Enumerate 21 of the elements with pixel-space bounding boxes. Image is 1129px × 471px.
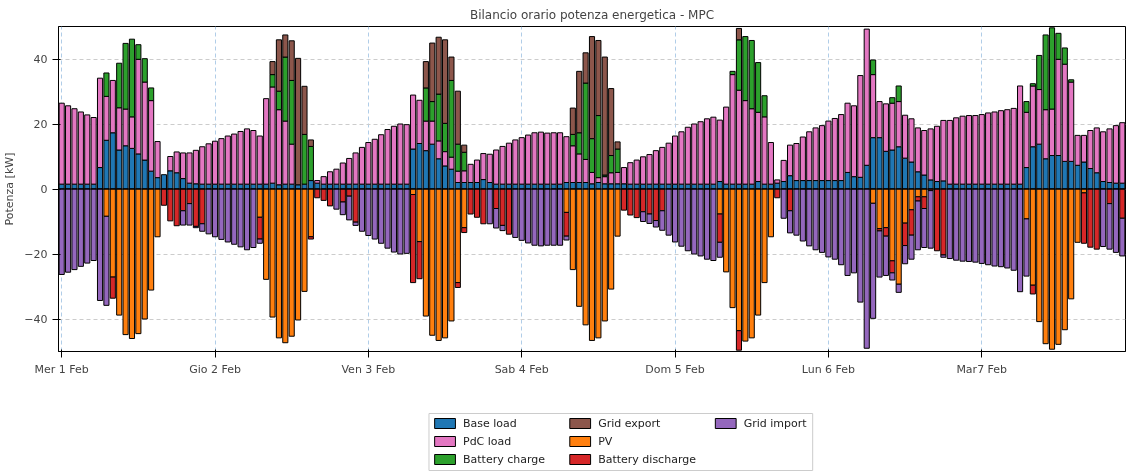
legend-label: Grid import	[743, 417, 808, 430]
y-tick-label: 40	[33, 53, 48, 66]
y-tick-label: 0	[40, 183, 48, 196]
x-tick-label: Mer 1 Feb	[34, 362, 89, 376]
x-tick-label: Sab 4 Feb	[494, 362, 549, 376]
x-tick-label: Lun 6 Feb	[801, 362, 856, 376]
x-tick-label: Gio 2 Feb	[189, 362, 241, 376]
x-tick-label: Dom 5 Feb	[645, 362, 705, 376]
y-tick-label: 20	[33, 118, 48, 131]
legend-label: Grid export	[598, 417, 662, 430]
legend-label: PV	[598, 435, 613, 448]
y-tick-label: −40	[24, 313, 48, 326]
legend-label: PdC load	[463, 435, 512, 448]
x-tick-label: Ven 3 Feb	[341, 362, 396, 376]
legend-label: Battery discharge	[598, 453, 697, 466]
y-axis-title: Potenza [kW]	[3, 152, 17, 226]
x-tick-label: Mar7 Feb	[956, 362, 1008, 376]
y-tick-label: −20	[24, 248, 48, 261]
legend-label: Base load	[463, 417, 517, 430]
chart-title: Bilancio orario potenza energetica - MPC	[469, 7, 715, 22]
legend-label: Battery charge	[463, 453, 546, 466]
